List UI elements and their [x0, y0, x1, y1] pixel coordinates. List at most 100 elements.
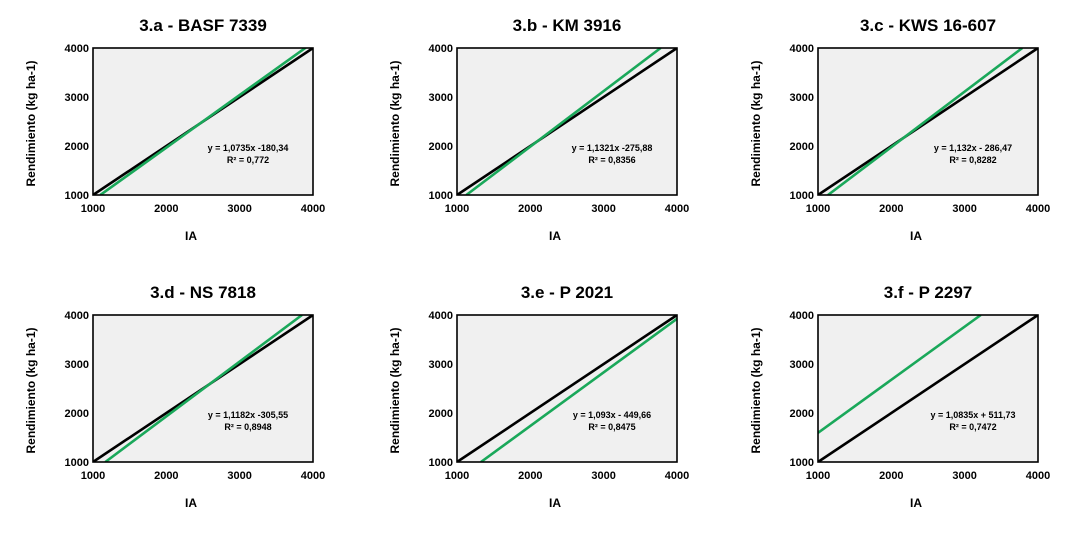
chart-title: 3.b - KM 3916 [513, 16, 622, 35]
x-axis-label: IA [910, 229, 922, 243]
y-tick-label: 1000 [65, 190, 89, 202]
x-tick-label: 3000 [227, 470, 251, 482]
x-tick-label: 1000 [81, 470, 105, 482]
y-axis-label: Rendimiento (kg ha-1) [749, 60, 763, 186]
r-squared-label: R² = 0,8282 [949, 155, 996, 165]
y-tick-label: 2000 [429, 408, 453, 420]
chart-panel-3e: 3.e - P 2021 1000 2000 3000 4000 1000 2000 3000… [364, 267, 724, 534]
chart-svg: 3.a - BASF 7339 1000 2000 3000 4000 1000 2000 3… [24, 16, 325, 243]
regression-equation: y = 1,0735x -180,34 [208, 143, 289, 153]
x-tick-label: 1000 [806, 470, 830, 482]
chart-svg: 3.e - P 2021 1000 2000 3000 4000 1000 2000 3000… [388, 283, 689, 510]
x-tick-label: 2000 [154, 203, 178, 215]
y-tick-label: 3000 [65, 359, 89, 371]
y-axis-label: Rendimiento (kg ha-1) [388, 60, 402, 186]
chart-panel-3d: 3.d - NS 7818 1000 2000 3000 4000 1000 2000 300… [0, 267, 360, 534]
plot-frame [817, 314, 1039, 463]
y-tick-label: 1000 [429, 457, 453, 469]
x-tick-label: 2000 [518, 203, 542, 215]
x-axis-label: IA [185, 229, 197, 243]
y-tick-label: 1000 [429, 190, 453, 202]
regression-equation: y = 1,1321x -275,88 [572, 143, 653, 153]
y-tick-label: 2000 [65, 141, 89, 153]
regression-equation: y = 1,0835x + 511,73 [930, 410, 1015, 420]
x-tick-label: 4000 [1026, 470, 1050, 482]
x-tick-label: 3000 [591, 203, 615, 215]
x-tick-label: 3000 [952, 470, 976, 482]
y-axis-label: Rendimiento (kg ha-1) [749, 327, 763, 453]
y-tick-label: 2000 [65, 408, 89, 420]
series-line-1-to-1 [457, 48, 677, 195]
x-tick-label: 1000 [445, 203, 469, 215]
chart-title: 3.d - NS 7818 [150, 283, 256, 302]
y-tick-label: 1000 [790, 190, 814, 202]
x-axis-label: IA [549, 496, 561, 510]
y-tick-label: 3000 [790, 359, 814, 371]
x-axis-label: IA [185, 496, 197, 510]
series-line-1-to-1 [818, 315, 1038, 462]
chart-panel-3a: 3.a - BASF 7339 1000 2000 3000 4000 1000 2000 3… [0, 0, 360, 267]
y-tick-label: 3000 [429, 92, 453, 104]
x-tick-label: 1000 [81, 203, 105, 215]
series-line-fit [818, 315, 982, 434]
plot-frame [817, 47, 1039, 196]
y-tick-label: 2000 [790, 408, 814, 420]
y-tick-label: 3000 [790, 92, 814, 104]
y-tick-label: 4000 [65, 310, 89, 322]
plot-frame [456, 47, 678, 196]
plot-frame [456, 314, 678, 463]
y-tick-label: 4000 [65, 43, 89, 55]
chart-panel-3b: 3.b - KM 3916 1000 2000 3000 4000 1000 2000 300… [364, 0, 724, 267]
series-line-fit [104, 315, 303, 462]
chart-title: 3.f - P 2297 [884, 283, 973, 302]
x-tick-label: 4000 [665, 470, 689, 482]
chart-title: 3.e - P 2021 [521, 283, 613, 302]
y-axis-label: Rendimiento (kg ha-1) [388, 327, 402, 453]
y-tick-label: 2000 [429, 141, 453, 153]
y-tick-label: 1000 [790, 457, 814, 469]
chart-title: 3.a - BASF 7339 [139, 16, 267, 35]
regression-equation: y = 1,093x - 449,66 [573, 410, 651, 420]
x-tick-label: 2000 [518, 470, 542, 482]
chart-title: 3.c - KWS 16-607 [860, 16, 996, 35]
chart-panel-3c: 3.c - KWS 16-607 1000 2000 3000 4000 1000 2000… [725, 0, 1083, 267]
chart-svg: 3.b - KM 3916 1000 2000 3000 4000 1000 2000 300… [388, 16, 689, 243]
x-tick-label: 3000 [952, 203, 976, 215]
series-line-fit [465, 48, 662, 195]
r-squared-label: R² = 0,8475 [588, 422, 635, 432]
chart-svg: 3.f - P 2297 1000 2000 3000 4000 1000 2000 3000… [749, 283, 1050, 510]
x-tick-label: 2000 [879, 203, 903, 215]
x-tick-label: 1000 [445, 470, 469, 482]
x-tick-label: 4000 [301, 470, 325, 482]
r-squared-label: R² = 0,772 [227, 155, 269, 165]
x-axis-label: IA [549, 229, 561, 243]
x-tick-label: 2000 [154, 470, 178, 482]
y-tick-label: 3000 [65, 92, 89, 104]
x-tick-label: 4000 [665, 203, 689, 215]
x-tick-label: 3000 [227, 203, 251, 215]
chart-panel-3f: 3.f - P 2297 1000 2000 3000 4000 1000 2000 3000… [725, 267, 1083, 534]
y-tick-label: 4000 [429, 310, 453, 322]
series-line-fit [99, 48, 307, 195]
y-tick-label: 1000 [65, 457, 89, 469]
plot-frame [92, 47, 314, 196]
series-line-fit [827, 48, 1024, 195]
y-tick-label: 4000 [790, 43, 814, 55]
series-line-fit [480, 317, 677, 462]
r-squared-label: R² = 0,8948 [224, 422, 271, 432]
r-squared-label: R² = 0,7472 [949, 422, 996, 432]
y-axis-label: Rendimiento (kg ha-1) [24, 60, 38, 186]
chart-svg: 3.d - NS 7818 1000 2000 3000 4000 1000 2000 300… [24, 283, 325, 510]
x-tick-label: 3000 [591, 470, 615, 482]
regression-equation: y = 1,132x - 286,47 [934, 143, 1012, 153]
series-line-1-to-1 [457, 315, 677, 462]
y-axis-label: Rendimiento (kg ha-1) [24, 327, 38, 453]
plot-frame [92, 314, 314, 463]
x-axis-label: IA [910, 496, 922, 510]
y-tick-label: 4000 [429, 43, 453, 55]
y-tick-label: 4000 [790, 310, 814, 322]
x-tick-label: 1000 [806, 203, 830, 215]
y-tick-label: 2000 [790, 141, 814, 153]
regression-equation: y = 1,1182x -305,55 [208, 410, 288, 420]
